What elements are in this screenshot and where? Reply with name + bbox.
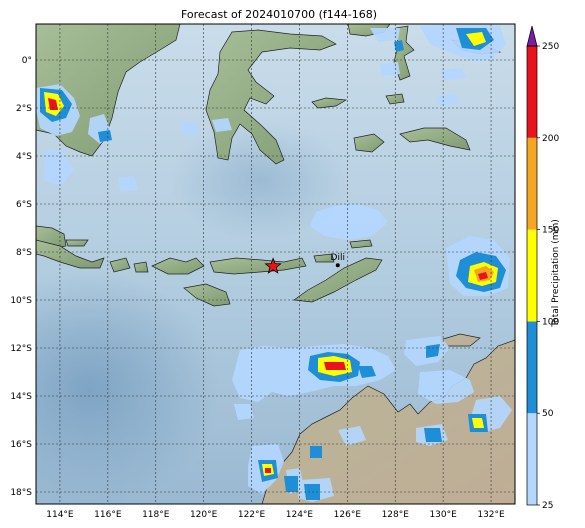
city-dili: Dili: [331, 253, 345, 268]
land-bali: [109, 257, 131, 273]
colorbar-extend-triangle: [526, 25, 538, 47]
latitude-ticks: 0° 2°S 4°S 6°S 8°S 10°S 12°S 14°S 16°S 18°S: [10, 56, 32, 498]
graticule: [36, 24, 515, 504]
location-star-icon: [264, 257, 282, 274]
colorbar-segment: [527, 321, 537, 414]
land-islet: [385, 93, 405, 105]
lon-tick-label: 132°E: [477, 510, 505, 520]
colorbar-segment: [527, 413, 537, 505]
land-lombok: [133, 261, 149, 273]
lat-tick-label: 16°S: [10, 440, 32, 450]
land-java-east: [36, 239, 105, 269]
lat-tick-label: 2°S: [16, 104, 32, 114]
colorbar-label: Total Precipitation (mm): [551, 219, 561, 327]
colorbar-tick-label: 200: [542, 134, 559, 144]
lon-tick-label: 124°E: [286, 510, 314, 520]
land-flores: [209, 257, 307, 275]
colorbar-tick-label: 250: [542, 42, 559, 52]
lat-tick-label: 14°S: [10, 392, 32, 402]
land-alor: [313, 253, 335, 263]
land-wetar: [349, 239, 373, 249]
land-islet: [311, 97, 348, 109]
deep-sea: [170, 120, 350, 240]
deep-sea: [36, 270, 220, 504]
lon-tick-label: 114°E: [46, 510, 74, 520]
lat-tick-label: 4°S: [16, 152, 32, 162]
lon-tick-label: 116°E: [94, 510, 122, 520]
lat-tick-label: 6°S: [16, 200, 32, 210]
land-halmahera: [393, 25, 415, 81]
colorbar-tick-label: 150: [542, 226, 559, 236]
land-sumbawa: [151, 257, 205, 275]
land-sumba: [183, 283, 231, 307]
colorbar-tick-label: 25: [542, 501, 553, 511]
lon-tick-label: 130°E: [429, 510, 457, 520]
land-buru: [353, 133, 385, 153]
colorbar-segment: [527, 46, 537, 138]
lon-tick-label: 120°E: [190, 510, 218, 520]
lat-tick-label: 8°S: [16, 248, 32, 258]
longitude-ticks: 114°E 116°E 118°E 120°E 122°E 124°E 126°E 128°E…: [46, 510, 505, 520]
lon-tick-label: 128°E: [382, 510, 410, 520]
lat-tick-label: 10°S: [10, 296, 32, 306]
map-frame: [35, 23, 516, 505]
land-seram: [399, 127, 471, 151]
map-title: Forecast of 2024010700 (f144-168): [180, 8, 378, 21]
land-madura: [65, 239, 89, 247]
lon-tick-label: 122°E: [238, 510, 266, 520]
land-timor: [293, 257, 383, 303]
land-sulawesi: [205, 29, 337, 165]
precip-extreme: [48, 98, 494, 473]
lon-tick-label: 126°E: [334, 510, 362, 520]
colorbar-frame: [526, 45, 538, 506]
lat-tick-label: 18°S: [10, 488, 32, 498]
lon-tick-label: 118°E: [142, 510, 170, 520]
colorbar-segment: [527, 137, 537, 230]
colorbar: 25 50 100 150 200 250: [526, 25, 559, 511]
colorbar-segment: [527, 229, 537, 322]
lat-tick-label: 12°S: [10, 344, 32, 354]
lat-tick-label: 0°: [22, 56, 32, 66]
colorbar-tick-label: 50: [542, 409, 554, 419]
city-label: Dili: [331, 253, 345, 263]
colorbar-tick-label: 100: [542, 317, 559, 327]
